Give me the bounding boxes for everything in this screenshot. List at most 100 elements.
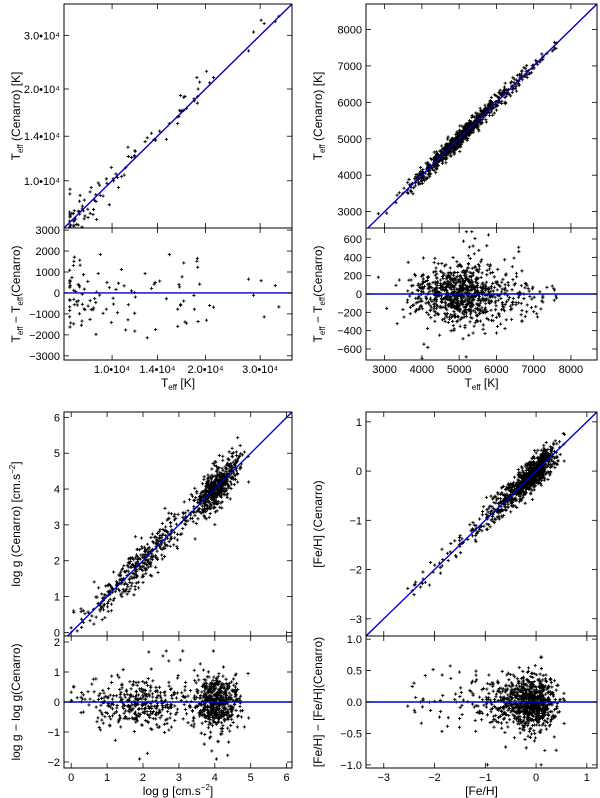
residual-point <box>457 725 462 729</box>
residual-point <box>464 302 468 306</box>
residual-point <box>206 670 210 674</box>
residual-point <box>438 285 443 290</box>
data-point <box>207 487 212 491</box>
residual-tick-label: −600 <box>337 344 362 356</box>
data-point <box>446 143 450 147</box>
data-point <box>196 87 200 91</box>
data-point <box>199 494 203 498</box>
one-to-one-line <box>64 4 292 228</box>
data-point <box>509 481 513 486</box>
data-point <box>534 451 538 455</box>
data-point <box>440 144 444 148</box>
data-point <box>498 91 502 95</box>
residual-point <box>541 296 545 300</box>
y-tick-label: 3.0•10⁴ <box>24 30 60 42</box>
residual-point <box>227 704 231 708</box>
residual-point <box>495 324 500 329</box>
residual-point <box>514 303 518 307</box>
residual-point <box>554 294 558 298</box>
residual-point <box>96 697 101 702</box>
residual-point <box>134 680 138 685</box>
y-tick-label: 4 <box>54 484 60 496</box>
residual-point <box>207 736 212 740</box>
residual-point <box>226 717 230 722</box>
y-tick-label: 3000 <box>338 207 362 219</box>
data-point <box>534 58 538 63</box>
data-point <box>504 488 508 492</box>
data-point <box>189 517 193 521</box>
data-point <box>421 175 425 179</box>
data-point <box>162 554 167 559</box>
residual-point <box>230 717 234 721</box>
data-point <box>90 614 94 618</box>
residual-point <box>445 288 449 293</box>
data-point <box>533 449 537 453</box>
residual-point <box>464 283 468 288</box>
residual-point <box>109 702 114 706</box>
residual-point <box>161 705 165 710</box>
data-point <box>546 470 551 474</box>
residual-point <box>119 267 123 272</box>
data-point <box>496 511 500 515</box>
residual-point <box>534 305 538 309</box>
residual-point <box>143 709 147 714</box>
residual-point <box>503 283 507 287</box>
residual-point <box>135 683 139 687</box>
residual-point <box>239 709 243 713</box>
y-tick-label: 6 <box>54 412 60 424</box>
x-tick-label: 7000 <box>521 364 545 376</box>
residual-point <box>224 681 228 686</box>
residual-point <box>445 284 449 289</box>
residual-point <box>435 295 439 299</box>
data-point <box>102 603 106 607</box>
residual-tick-label: 0 <box>54 697 60 709</box>
residual-point <box>432 297 436 302</box>
y-axis-label: log g (Cenarro) [cm.s−2] <box>8 461 23 586</box>
data-point <box>240 453 245 457</box>
data-point <box>501 90 505 94</box>
data-point <box>444 156 448 160</box>
x-tick-label: 1.4•10⁴ <box>139 364 175 376</box>
data-point <box>145 136 149 140</box>
residual-point <box>207 723 211 727</box>
data-point <box>68 225 72 228</box>
data-point <box>513 87 517 91</box>
data-point <box>105 181 109 185</box>
data-point <box>458 143 462 148</box>
data-point <box>417 182 421 186</box>
data-point <box>231 460 235 464</box>
residual-point <box>223 712 227 716</box>
data-point <box>413 582 417 587</box>
residual-point <box>194 706 198 710</box>
x-tick-label: 8000 <box>559 364 583 376</box>
residual-point <box>90 682 94 686</box>
data-point <box>100 618 104 622</box>
residual-point <box>494 304 498 308</box>
data-point <box>132 575 137 579</box>
residual-point <box>181 694 186 698</box>
data-point <box>487 506 491 510</box>
data-point <box>168 544 172 548</box>
residual-point <box>468 312 473 316</box>
residual-point <box>104 710 108 715</box>
data-point <box>197 494 202 499</box>
residual-point <box>222 683 226 687</box>
residual-point <box>184 712 189 716</box>
data-point <box>213 510 217 514</box>
residual-point <box>475 283 479 288</box>
residual-point <box>167 680 171 684</box>
x-axis-label: Teff [K] <box>464 376 498 392</box>
residual-point <box>161 654 165 658</box>
residual-point <box>460 270 464 274</box>
residual-point <box>134 690 138 694</box>
data-point <box>103 616 107 620</box>
residual-scatter-points <box>68 252 281 340</box>
data-point <box>105 605 110 609</box>
data-point <box>219 486 223 490</box>
residual-point <box>146 704 150 708</box>
data-point <box>142 555 146 559</box>
data-point <box>442 157 446 161</box>
residual-point <box>501 277 505 281</box>
data-point <box>68 238 71 241</box>
residual-point <box>98 728 102 732</box>
